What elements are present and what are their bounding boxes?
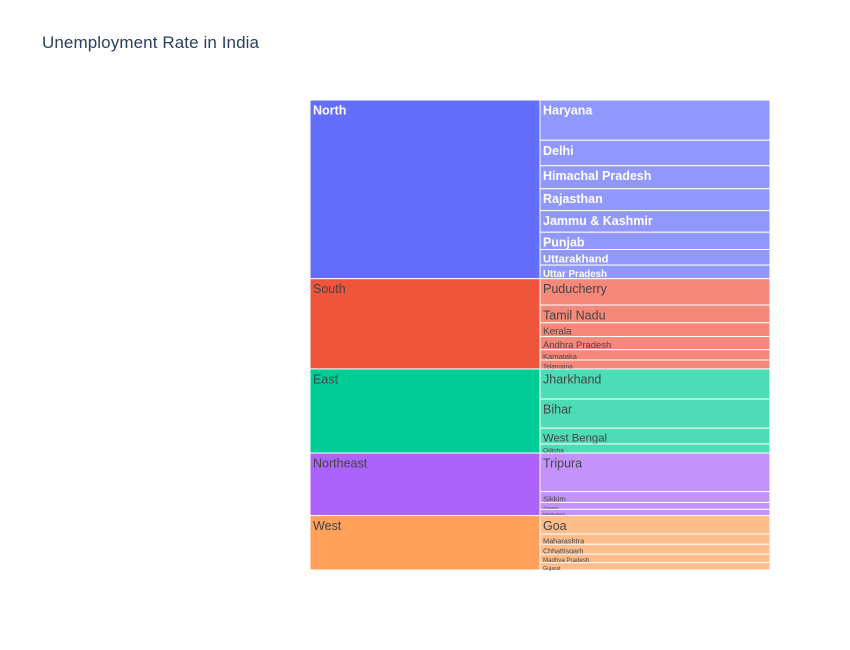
state-kerala[interactable] xyxy=(539,322,771,338)
state-label-himachal-pradesh: Himachal Pradesh xyxy=(543,169,651,183)
state-tripura[interactable] xyxy=(539,452,771,493)
region-label-east: East xyxy=(313,372,339,386)
state-assam[interactable] xyxy=(539,501,771,510)
state-label-uttarakhand: Uttarakhand xyxy=(543,254,609,266)
state-label-tamil-nadu: Tamil Nadu xyxy=(543,309,606,323)
state-meghalaya[interactable] xyxy=(539,508,771,517)
state-bihar[interactable] xyxy=(539,398,771,429)
state-jharkhand[interactable] xyxy=(539,368,771,400)
state-label-jammu-kashmir: Jammu & Kashmir xyxy=(543,214,653,228)
state-label-chhattisgarh: Chhattisgarh xyxy=(543,547,583,555)
state-gujarat[interactable] xyxy=(539,562,771,571)
state-label-madhya-pradesh: Madhya Pradesh xyxy=(543,557,589,564)
region-west[interactable] xyxy=(309,515,541,571)
region-label-northeast: Northeast xyxy=(313,457,368,471)
state-label-meghalaya: Meghalaya xyxy=(543,512,565,517)
region-north[interactable] xyxy=(309,99,541,280)
region-label-north: North xyxy=(313,104,346,118)
state-label-sikkim: Sikkim xyxy=(543,494,566,503)
state-label-goa: Goa xyxy=(543,519,567,533)
state-label-punjab: Punjab xyxy=(543,236,585,250)
region-east[interactable] xyxy=(309,368,541,454)
state-label-bihar: Bihar xyxy=(543,403,572,417)
state-telangana[interactable] xyxy=(539,359,771,370)
state-puducherry[interactable] xyxy=(539,278,771,306)
state-label-andhra-pradesh: Andhra Pradesh xyxy=(543,340,611,351)
state-label-telangana: Telangana xyxy=(543,363,573,370)
chart-title: Unemployment Rate in India xyxy=(42,33,260,52)
state-label-assam: Assam xyxy=(543,505,558,511)
state-label-puducherry: Puducherry xyxy=(543,282,608,296)
state-sikkim[interactable] xyxy=(539,491,771,503)
region-label-west: West xyxy=(313,519,342,533)
state-odisha[interactable] xyxy=(539,443,771,454)
state-label-karnataka: Karnataka xyxy=(543,352,578,361)
state-label-kerala: Kerala xyxy=(543,327,572,338)
region-northeast[interactable] xyxy=(309,452,541,517)
state-label-west-bengal: West Bengal xyxy=(543,433,607,445)
state-label-tripura: Tripura xyxy=(543,457,582,471)
state-label-jharkhand: Jharkhand xyxy=(543,372,601,386)
state-label-uttar-pradesh: Uttar Pradesh xyxy=(543,269,607,280)
state-label-gujarat: Gujarat xyxy=(543,566,561,572)
state-goa[interactable] xyxy=(539,515,771,535)
state-haryana[interactable] xyxy=(539,99,771,141)
state-label-odisha: Odisha xyxy=(543,447,564,454)
state-delhi[interactable] xyxy=(539,139,771,167)
region-label-south: South xyxy=(313,282,346,296)
state-label-haryana: Haryana xyxy=(543,104,593,118)
state-label-rajasthan: Rajasthan xyxy=(543,192,603,206)
state-label-delhi: Delhi xyxy=(543,144,574,158)
region-south[interactable] xyxy=(309,278,541,370)
state-label-maharashtra: Maharashtra xyxy=(543,536,585,545)
